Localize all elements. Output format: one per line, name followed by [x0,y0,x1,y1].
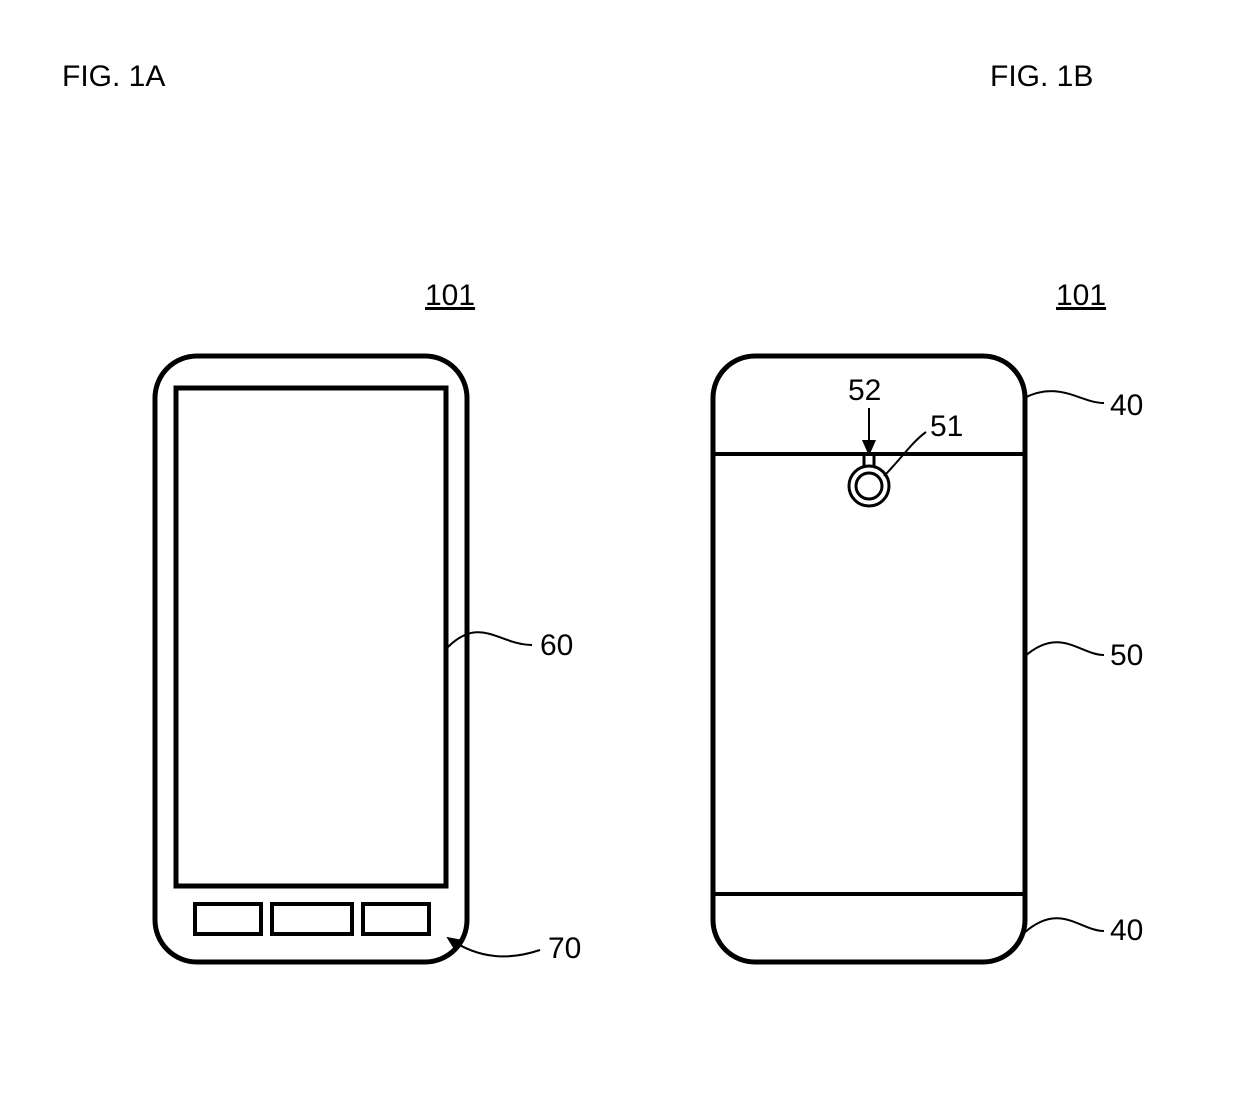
figure-b-title: FIG. 1B [990,60,1093,94]
leader-60 [448,632,532,647]
diagram-canvas: 101 60 70 101 [0,0,1240,1116]
phone-body-front [155,356,467,962]
ref-50: 50 [1110,639,1143,672]
ref-51: 51 [930,410,963,443]
figure-a: 101 60 70 [155,279,581,965]
ref-70: 70 [548,932,581,965]
phone-button-right [363,904,429,934]
ref-40-bottom: 40 [1110,914,1143,947]
phone-screen [176,388,446,886]
phone-button-left [195,904,261,934]
phone-buttons-row [195,904,429,934]
leader-50 [1024,642,1104,657]
ref-40-top: 40 [1110,389,1143,422]
ref-101-b: 101 [1056,279,1106,312]
ref-101-a: 101 [425,279,475,312]
leader-40-top [1024,391,1104,403]
leader-40-bottom [1024,918,1104,933]
ref-52: 52 [848,374,881,407]
figure-a-title: FIG. 1A [62,60,165,94]
figure-b: 101 52 51 40 50 40 [713,279,1143,962]
phone-button-center [272,904,352,934]
ref-60: 60 [540,629,573,662]
